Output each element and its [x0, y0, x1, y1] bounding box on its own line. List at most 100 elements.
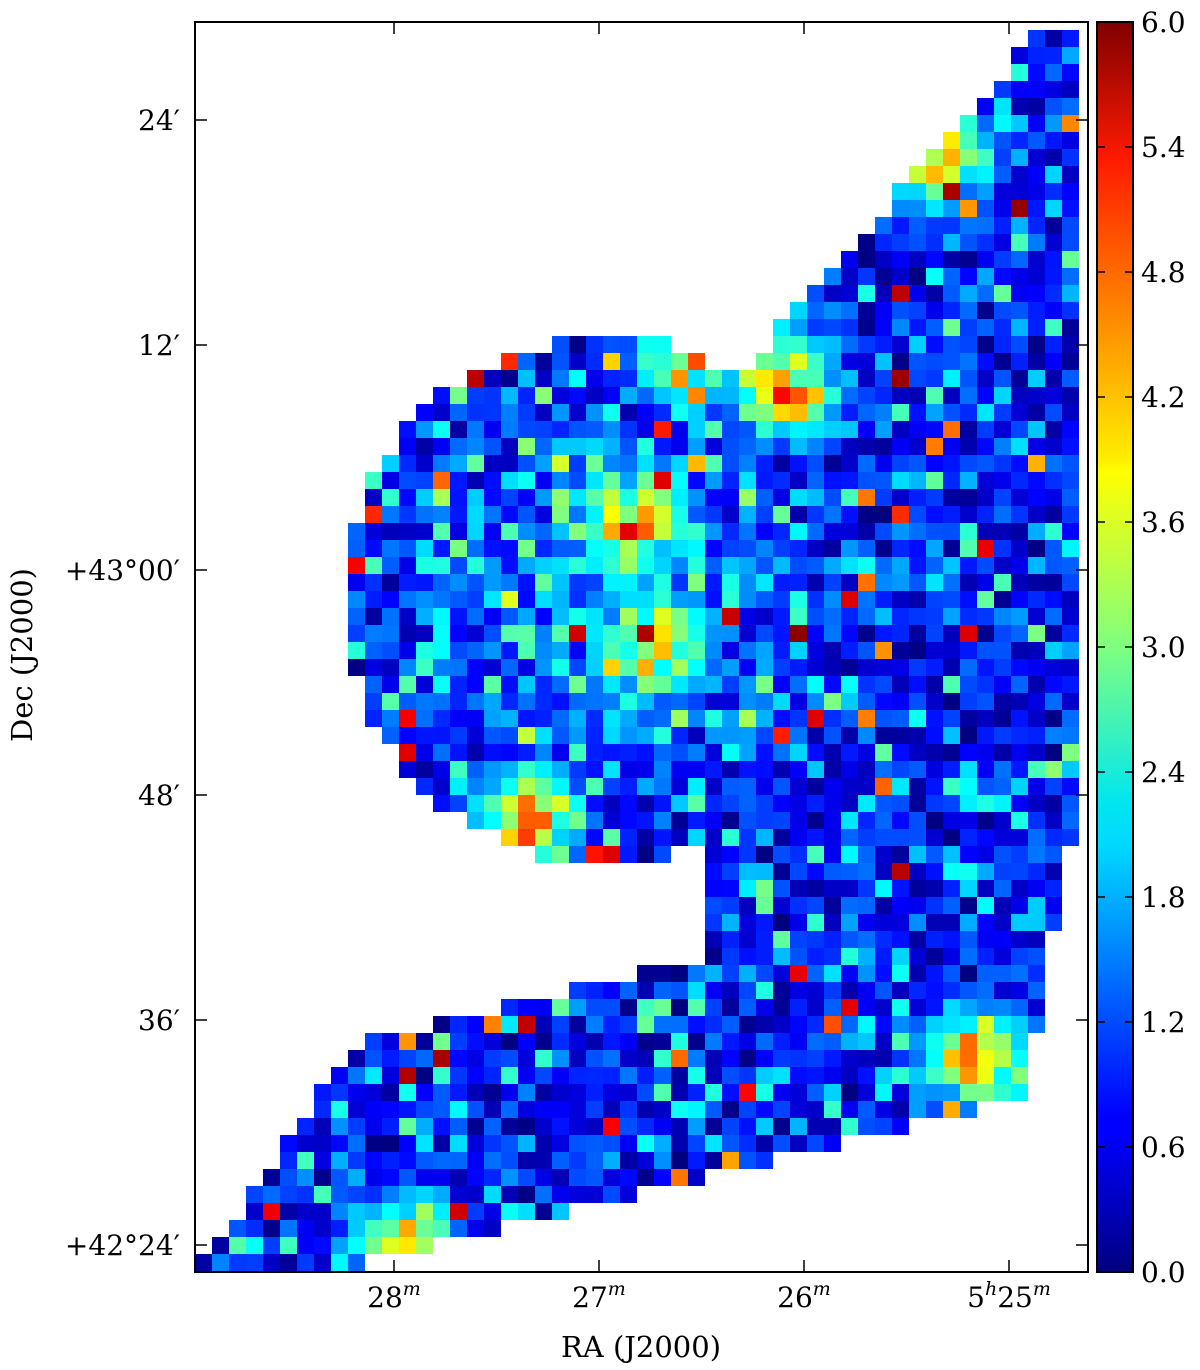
heatmap-cell	[892, 353, 909, 370]
y-tick-label: +42°24′	[65, 1229, 180, 1262]
heatmap-cell	[892, 455, 909, 472]
heatmap-cell	[773, 829, 790, 846]
heatmap-cell	[739, 438, 756, 455]
heatmap-cell	[552, 506, 569, 523]
heatmap-cell	[977, 523, 994, 540]
heatmap-cell	[824, 965, 841, 982]
heatmap-cell	[654, 965, 671, 982]
heatmap-cell	[603, 812, 620, 829]
heatmap-cell	[467, 1135, 484, 1152]
heatmap-cell	[790, 591, 807, 608]
heatmap-cell	[790, 1118, 807, 1135]
heatmap-cell	[1045, 642, 1062, 659]
heatmap-cell	[552, 1135, 569, 1152]
heatmap-cell	[943, 472, 960, 489]
heatmap-cell	[909, 1067, 926, 1084]
heatmap-cell	[977, 574, 994, 591]
heatmap-cell	[909, 676, 926, 693]
heatmap-cell	[841, 1118, 858, 1135]
heatmap-cell	[688, 625, 705, 642]
heatmap-cell	[739, 863, 756, 880]
heatmap-cell	[467, 540, 484, 557]
heatmap-cell	[654, 574, 671, 591]
heatmap-cell	[688, 1135, 705, 1152]
heatmap-cell	[314, 1135, 331, 1152]
heatmap-cell	[382, 676, 399, 693]
heatmap-cell	[620, 404, 637, 421]
heatmap-cell	[756, 506, 773, 523]
heatmap-cell	[467, 761, 484, 778]
heatmap-cell	[1011, 1050, 1028, 1067]
heatmap-cell	[977, 829, 994, 846]
heatmap-cell	[1011, 880, 1028, 897]
heatmap-cell	[773, 846, 790, 863]
heatmap-cell	[943, 234, 960, 251]
heatmap-cell	[705, 1050, 722, 1067]
heatmap-cell	[280, 1237, 297, 1254]
heatmap-cell	[943, 948, 960, 965]
heatmap-cell	[518, 778, 535, 795]
heatmap-cell	[994, 744, 1011, 761]
heatmap-cell	[348, 1101, 365, 1118]
heatmap-cell	[858, 472, 875, 489]
heatmap-cell	[603, 795, 620, 812]
heatmap-cell	[1045, 846, 1062, 863]
heatmap-cell	[841, 710, 858, 727]
heatmap-cell	[1011, 897, 1028, 914]
heatmap-cell	[433, 1118, 450, 1135]
heatmap-cell	[824, 676, 841, 693]
heatmap-cell	[739, 659, 756, 676]
heatmap-cell	[909, 863, 926, 880]
heatmap-cell	[858, 455, 875, 472]
heatmap-cell	[824, 608, 841, 625]
heatmap-cell	[1045, 268, 1062, 285]
heatmap-cell	[348, 574, 365, 591]
heatmap-cell	[1062, 625, 1079, 642]
heatmap-cell	[416, 710, 433, 727]
heatmap-cell	[1062, 812, 1079, 829]
heatmap-cell	[382, 455, 399, 472]
heatmap-cell	[552, 625, 569, 642]
heatmap-cell	[875, 642, 892, 659]
heatmap-cell	[1011, 642, 1028, 659]
heatmap-cell	[569, 727, 586, 744]
heatmap-cell	[926, 744, 943, 761]
heatmap-cell	[960, 268, 977, 285]
heatmap-cell	[858, 846, 875, 863]
heatmap-cell	[858, 625, 875, 642]
heatmap-cell	[807, 404, 824, 421]
heatmap-cell	[671, 1016, 688, 1033]
heatmap-cell	[824, 336, 841, 353]
heatmap-cell	[858, 948, 875, 965]
x-axis-ticks: 28m 27m 26m 5h25m	[367, 22, 1051, 1314]
heatmap-cell	[433, 591, 450, 608]
heatmap-cell	[552, 761, 569, 778]
heatmap-cell	[858, 302, 875, 319]
heatmap-cell	[722, 863, 739, 880]
heatmap-cell	[1028, 591, 1045, 608]
heatmap-cell	[535, 540, 552, 557]
heatmap-cell	[1045, 30, 1062, 47]
heatmap-cell	[824, 574, 841, 591]
heatmap-cell	[807, 846, 824, 863]
heatmap-cell	[280, 1220, 297, 1237]
heatmap-cell	[671, 829, 688, 846]
heatmap-cell	[552, 523, 569, 540]
heatmap-cell	[892, 880, 909, 897]
heatmap-cell	[875, 455, 892, 472]
heatmap-cell	[1028, 693, 1045, 710]
heatmap-cell	[875, 1101, 892, 1118]
heatmap-cell	[807, 642, 824, 659]
heatmap-cell	[688, 506, 705, 523]
heatmap-cell	[841, 370, 858, 387]
heatmap-cell	[875, 625, 892, 642]
heatmap-cell	[467, 1050, 484, 1067]
heatmap-cell	[722, 710, 739, 727]
heatmap-cell	[1045, 132, 1062, 149]
heatmap-cell	[790, 948, 807, 965]
heatmap-cell	[722, 370, 739, 387]
heatmap-cell	[552, 642, 569, 659]
heatmap-cell	[824, 489, 841, 506]
heatmap-cell	[654, 982, 671, 999]
heatmap-cell	[620, 693, 637, 710]
